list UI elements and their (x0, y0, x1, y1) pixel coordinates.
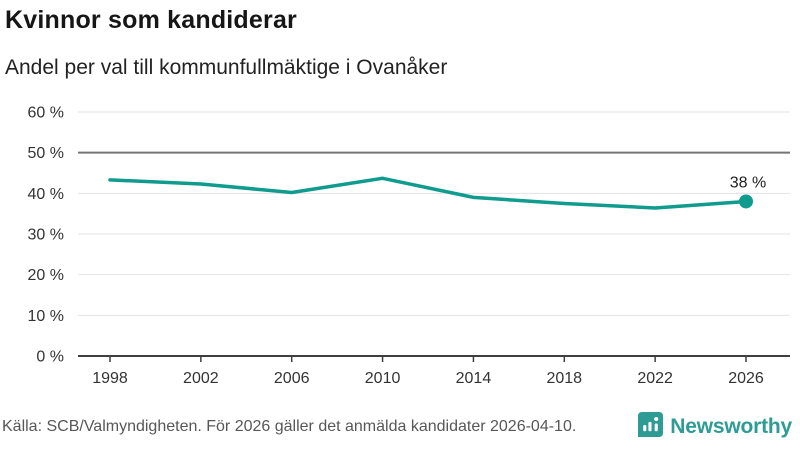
page-subtitle: Andel per val till kommunfullmäktige i O… (5, 56, 448, 79)
svg-text:60 %: 60 % (28, 105, 64, 122)
page-title: Kvinnor som kandiderar (5, 6, 297, 34)
svg-text:38 %: 38 % (730, 174, 766, 191)
svg-text:40 %: 40 % (28, 186, 64, 203)
svg-text:2022: 2022 (637, 370, 673, 387)
newsworthy-brand: Newsworthy (638, 412, 792, 442)
newsworthy-logo-icon (638, 412, 664, 442)
svg-text:0 %: 0 % (36, 349, 64, 366)
svg-text:2010: 2010 (365, 370, 401, 387)
source-note: Källa: SCB/Valmyndigheten. För 2026 gäll… (2, 418, 577, 435)
newsworthy-wordmark: Newsworthy (670, 415, 792, 438)
svg-text:50 %: 50 % (28, 145, 64, 162)
svg-text:1998: 1998 (92, 370, 128, 387)
svg-text:30 %: 30 % (28, 227, 64, 244)
line-chart-canvas: 0 % 10 % 20 % 30 % 40 % 50 % 60 % 1998 2002 2006 2… (28, 105, 790, 387)
footer: Källa: SCB/Valmyndigheten. För 2026 gäll… (0, 412, 800, 450)
svg-text:20 %: 20 % (28, 267, 64, 284)
svg-text:2014: 2014 (456, 370, 492, 387)
line-chart: 0 % 10 % 20 % 30 % 40 % 50 % 60 % 1998 2002 2006 2… (0, 93, 800, 394)
svg-text:2026: 2026 (728, 370, 764, 387)
svg-text:10 %: 10 % (28, 308, 64, 325)
svg-text:2002: 2002 (183, 370, 219, 387)
svg-text:2006: 2006 (274, 370, 310, 387)
svg-text:2018: 2018 (546, 370, 582, 387)
